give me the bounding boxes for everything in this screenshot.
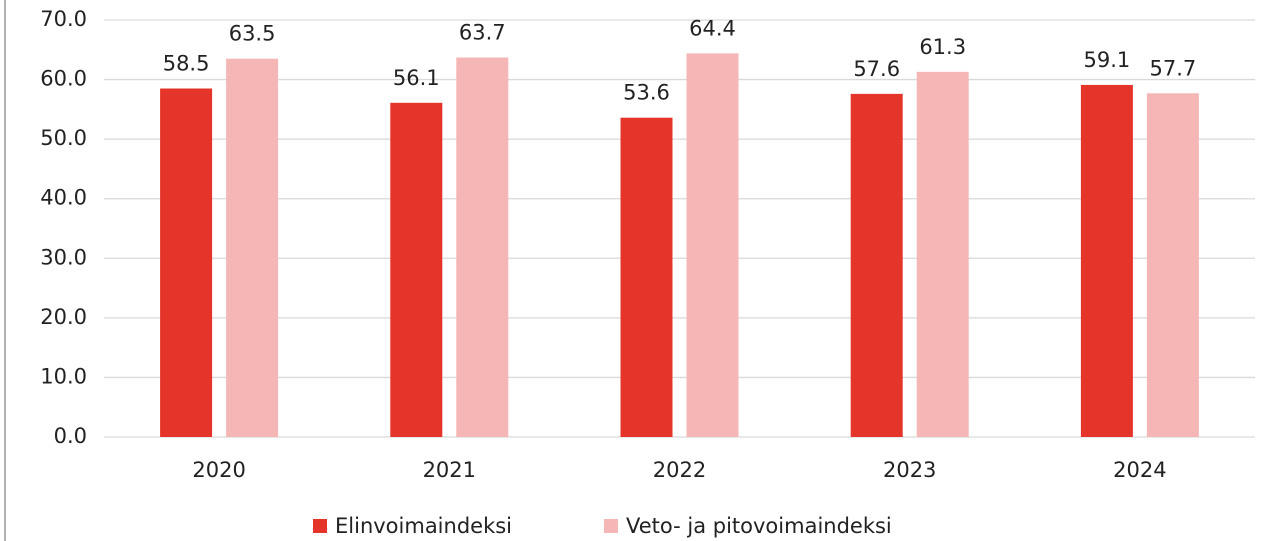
bar xyxy=(686,53,739,438)
x-tick-label: 2023 xyxy=(883,458,936,482)
y-tick-label: 10.0 xyxy=(40,364,87,388)
data-label: 57.7 xyxy=(1150,56,1197,80)
data-label: 61.3 xyxy=(919,35,966,59)
bar xyxy=(850,93,903,438)
x-tick-label: 2021 xyxy=(423,458,476,482)
legend-swatch xyxy=(313,519,327,533)
y-tick-label: 30.0 xyxy=(40,245,87,269)
legend-swatch xyxy=(604,519,618,533)
x-tick-label: 2022 xyxy=(653,458,706,482)
data-label: 57.6 xyxy=(853,57,900,81)
y-tick-label: 50.0 xyxy=(40,126,87,150)
bar xyxy=(620,117,673,437)
data-label: 63.7 xyxy=(459,21,506,45)
bar xyxy=(456,57,509,437)
y-tick-label: 70.0 xyxy=(40,7,87,31)
data-label: 58.5 xyxy=(163,52,210,76)
legend-label: Veto- ja pitovoimaindeksi xyxy=(626,514,892,538)
bar xyxy=(916,71,969,437)
bar xyxy=(1080,84,1133,437)
y-tick-label: 0.0 xyxy=(54,424,87,448)
bar xyxy=(1146,93,1199,437)
x-tick-label: 2024 xyxy=(1113,458,1166,482)
x-tick-label: 2020 xyxy=(192,458,245,482)
y-tick-label: 40.0 xyxy=(40,186,87,210)
bar xyxy=(390,102,443,437)
legend-label: Elinvoimaindeksi xyxy=(335,514,512,538)
data-label: 64.4 xyxy=(689,16,736,40)
bar xyxy=(160,88,213,437)
data-label: 59.1 xyxy=(1084,48,1131,72)
bar xyxy=(226,58,279,437)
y-tick-label: 20.0 xyxy=(40,305,87,329)
data-label: 56.1 xyxy=(393,66,440,90)
data-label: 53.6 xyxy=(623,81,670,105)
data-label: 63.5 xyxy=(229,22,276,46)
y-tick-label: 60.0 xyxy=(40,67,87,91)
